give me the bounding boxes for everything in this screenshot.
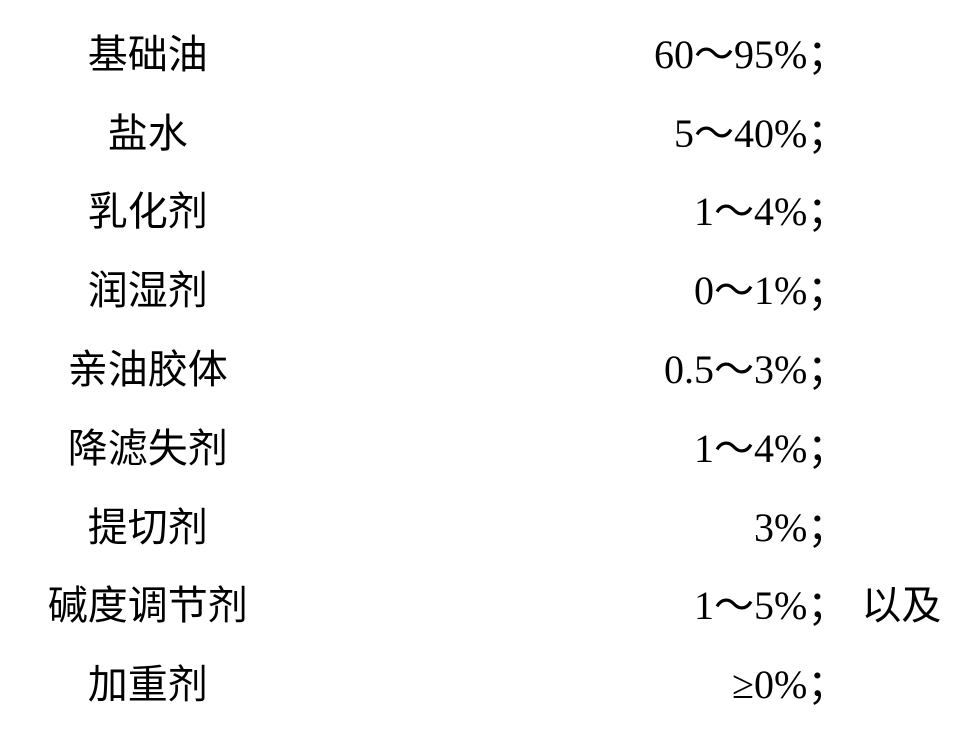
component-label: 亲油胶体 xyxy=(0,337,296,395)
component-value: 60～95%； xyxy=(296,22,848,80)
component-value: 1～4%； xyxy=(296,179,848,237)
component-value: 5～40%； xyxy=(296,101,848,159)
composition-list: 基础油 60～95%； 盐水 5～40%； 乳化剂 1～4%； 润湿剂 0～1%… xyxy=(0,0,954,732)
component-value: 1～5%； xyxy=(296,573,848,631)
component-value: ≥0%； xyxy=(296,652,848,710)
list-row: 降滤失剂 1～4%； xyxy=(0,409,954,481)
component-label: 加重剂 xyxy=(0,652,296,710)
list-row: 盐水 5～40%； xyxy=(0,94,954,166)
component-label: 盐水 xyxy=(0,101,296,159)
component-label: 基础油 xyxy=(0,22,296,80)
list-row: 加重剂 ≥0%； xyxy=(0,645,954,717)
list-row: 碱度调节剂 1～5%； 以及 xyxy=(0,566,954,638)
component-suffix: 以及 xyxy=(847,573,954,631)
list-row: 亲油胶体 0.5～3%； xyxy=(0,330,954,402)
component-label: 碱度调节剂 xyxy=(0,573,296,631)
component-value: 1～4%； xyxy=(296,416,848,474)
component-value: 3%； xyxy=(296,495,848,553)
list-row: 提切剂 3%； xyxy=(0,488,954,560)
list-row: 基础油 60～95%； xyxy=(0,15,954,87)
component-value: 0.5～3%； xyxy=(296,337,848,395)
component-label: 润湿剂 xyxy=(0,258,296,316)
list-row: 乳化剂 1～4%； xyxy=(0,172,954,244)
component-label: 提切剂 xyxy=(0,495,296,553)
component-value: 0～1%； xyxy=(296,258,848,316)
list-row: 润湿剂 0～1%； xyxy=(0,251,954,323)
component-label: 降滤失剂 xyxy=(0,416,296,474)
component-label: 乳化剂 xyxy=(0,179,296,237)
